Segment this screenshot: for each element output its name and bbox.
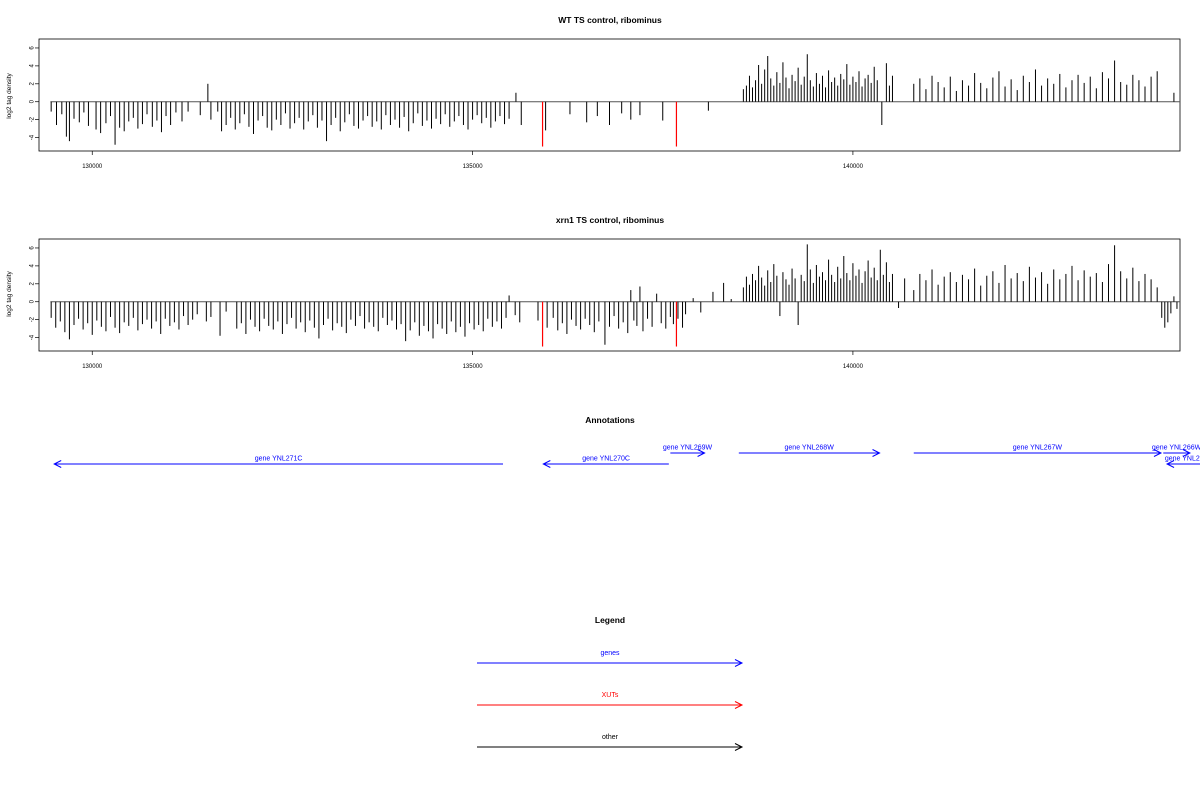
gene-label: gene YNL267W <box>1013 445 1063 452</box>
x-tick-label: 140000 <box>843 364 864 370</box>
gene-label: gene YNL266W <box>1152 445 1200 452</box>
legend-label: XUTs <box>602 692 619 699</box>
legend-title: Legend <box>595 615 625 625</box>
annotations-title: Annotations <box>585 415 635 425</box>
legend-label: genes <box>600 650 620 657</box>
gene-arrowhead <box>53 460 62 468</box>
gene-arrowhead <box>872 449 881 457</box>
gene-arrowhead <box>697 449 706 457</box>
gene-label: gene YNL268W <box>785 445 835 452</box>
xrn1-track-title: xrn1 TS control, ribominus <box>556 215 664 225</box>
plot-frame <box>38 238 1181 352</box>
y-tick-label: -4 <box>30 334 36 340</box>
x-tick-label: 135000 <box>463 364 484 370</box>
y-tick-label: 6 <box>30 46 36 50</box>
legend-arrowhead <box>734 743 744 751</box>
legend-arrowhead <box>734 701 744 709</box>
legend-label: other <box>602 734 619 741</box>
y-tick-label: 0 <box>30 99 36 103</box>
x-tick-label: 130000 <box>82 164 103 170</box>
y-tick-label: 4 <box>30 64 36 68</box>
gene-label: gene YNL265C <box>1165 456 1200 463</box>
y-tick-label: -2 <box>30 316 36 322</box>
xrn1-track-panel: xrn1 TS control, ribominus log2 tag dens… <box>6 215 1181 370</box>
y-tick-label: 0 <box>30 299 36 303</box>
xrn1-track-ylabel: log2 tag density <box>6 270 13 316</box>
plot-frame <box>38 38 1181 152</box>
y-tick-label: -4 <box>30 134 36 140</box>
y-tick-label: -2 <box>30 116 36 122</box>
y-tick-label: 2 <box>30 281 36 285</box>
gene-arrowhead <box>1182 449 1192 457</box>
legend-panel: Legend genes XUTs other <box>477 615 744 751</box>
y-tick-label: 4 <box>30 264 36 268</box>
wt-track-ylabel: log2 tag density <box>6 72 13 118</box>
gene-arrowhead <box>542 460 551 468</box>
x-tick-label: 130000 <box>82 364 103 370</box>
x-tick-label: 140000 <box>843 164 864 170</box>
gene-arrowhead <box>1153 449 1163 457</box>
annotations-panel: Annotations gene YNL271C gene YNL270C gene… <box>53 415 1200 468</box>
gene-arrowhead <box>1165 460 1175 468</box>
y-tick-label: 6 <box>30 246 36 250</box>
gene-label: gene YNL270C <box>582 456 630 463</box>
wt-track-panel: WT TS control, ribominus log2 tag densit… <box>6 15 1181 170</box>
legend-arrowhead <box>734 659 744 667</box>
gene-label: gene YNL269W <box>663 445 713 452</box>
wt-track-title: WT TS control, ribominus <box>558 15 662 25</box>
gene-label: gene YNL271C <box>255 456 303 463</box>
y-tick-label: 2 <box>30 81 36 85</box>
x-tick-label: 135000 <box>463 164 484 170</box>
